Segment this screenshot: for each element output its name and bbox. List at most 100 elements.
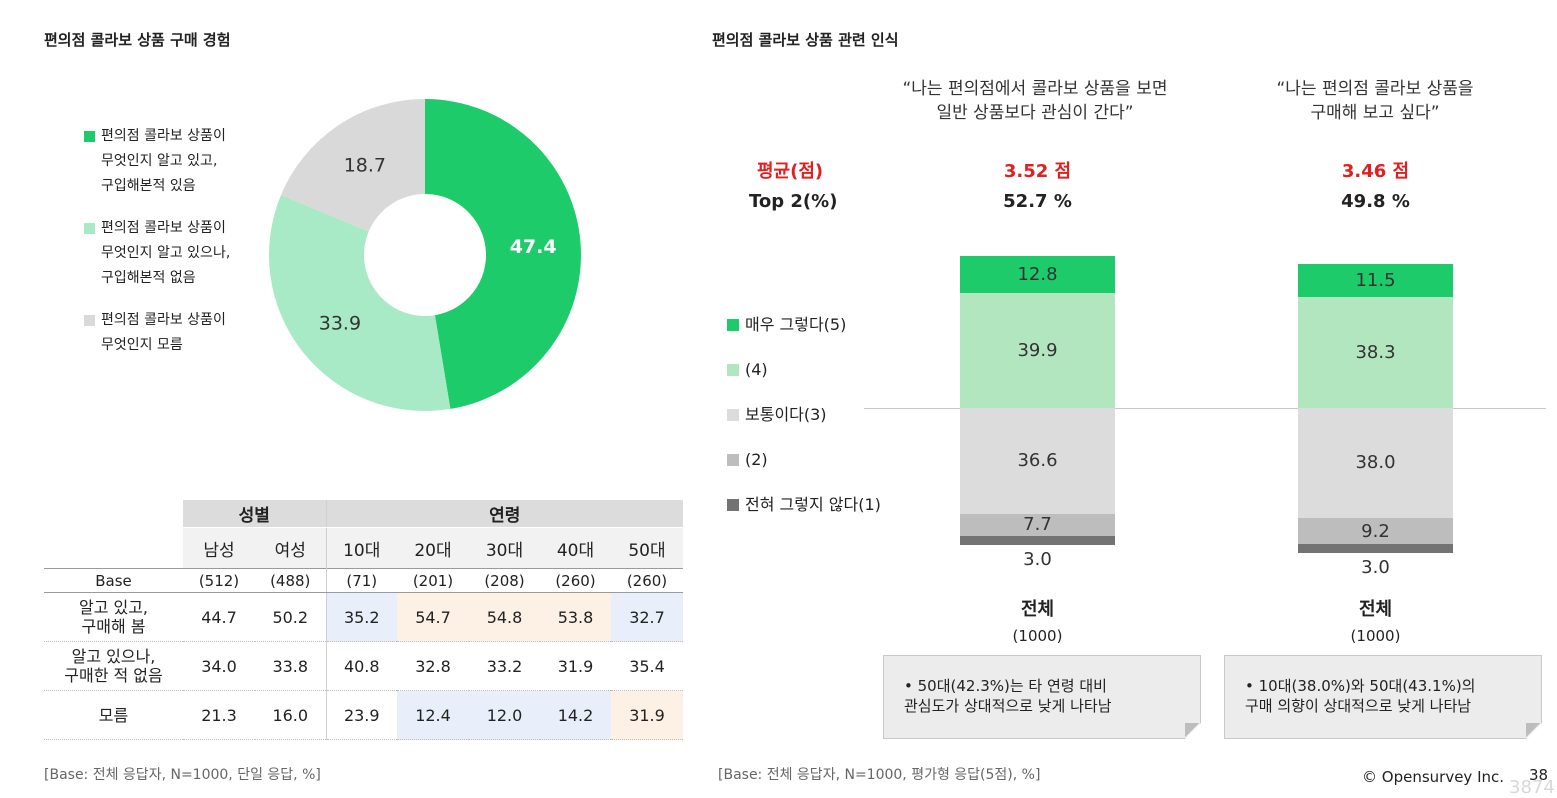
donut-legend-item: 편의점 콜라보 상품이 무엇인지 알고 있으나, 구입해본적 없음 <box>84 216 264 291</box>
table-cell: 33.8 <box>255 641 326 691</box>
top2-value-1: 52.7 % <box>1003 191 1072 212</box>
row-label: 모름 <box>44 690 183 740</box>
legend-swatch <box>727 499 739 511</box>
right-base-note: [Base: 전체 응답자, N=1000, 평가형 응답(5점), %] <box>718 767 1041 783</box>
insight-box-1: • 50대(42.3%)는 타 연령 대비 관심도가 상대적으로 낮게 나타남 <box>883 655 1201 739</box>
bar-segment <box>1298 544 1453 554</box>
insight-text-2: • 10대(38.0%)와 50대(43.1%)의 구매 의향이 상대적으로 낮… <box>1245 677 1476 715</box>
base-row: Base (512) (488) (71) (201) (208) (260) … <box>44 568 683 593</box>
group-n-1: (1000) <box>1012 627 1063 645</box>
legend-swatch <box>84 131 95 142</box>
column-header-row: 남성 여성 10대 20대 30대 40대 50대 <box>44 527 683 569</box>
donut-legend: 편의점 콜라보 상품이 무엇인지 알고 있고, 구입해본적 있음 편의점 콜라보… <box>84 124 264 358</box>
bar-segment: 38.0 <box>1298 408 1453 518</box>
left-base-note: [Base: 전체 응답자, N=1000, 단일 응답, %] <box>44 767 321 783</box>
donut-chart: 47.4 33.9 18.7 <box>269 99 581 411</box>
donut-slice <box>281 99 425 232</box>
donut-slice-label: 33.9 <box>319 312 361 334</box>
bar-segment: 36.6 <box>960 408 1115 514</box>
top2-value-2: 49.8 % <box>1341 191 1410 212</box>
group-n-2: (1000) <box>1350 627 1401 645</box>
left-section-title: 편의점 콜라보 상품 구매 경험 <box>44 31 231 49</box>
table-cell: 35.2 <box>325 592 397 642</box>
column-header: 30대 <box>469 527 540 569</box>
legend-swatch <box>84 223 95 234</box>
insight-text-1: • 50대(42.3%)는 타 연령 대비 관심도가 상대적으로 낮게 나타남 <box>904 677 1112 715</box>
donut-legend-label: 편의점 콜라보 상품이 무엇인지 알고 있으나, 구입해본적 없음 <box>101 220 231 286</box>
bar-segment: 38.3 <box>1298 297 1453 408</box>
bar-legend: 매우 그렇다(5) (4) 보통이다(3) (2) 전혀 그렇지 않다(1) <box>727 312 907 517</box>
bar-segment: 11.5 <box>1298 264 1453 298</box>
column-header: 20대 <box>397 527 469 569</box>
avg-value-2: 3.46 점 <box>1341 161 1410 182</box>
base-cell: (260) <box>540 568 611 593</box>
page-number: 38 <box>1529 766 1549 784</box>
bar-legend-item: 보통이다(3) <box>727 402 907 427</box>
group-header-gender: 성별 <box>183 500 326 528</box>
bar-legend-item: 전혀 그렇지 않다(1) <box>727 492 907 517</box>
column-header: 10대 <box>325 527 397 569</box>
column-header: 50대 <box>611 527 683 569</box>
page-fold-shadow-icon <box>1185 723 1199 737</box>
table-cell: 35.4 <box>611 641 683 691</box>
bar-segment: 39.9 <box>960 292 1115 408</box>
table-cell: 21.3 <box>183 690 255 740</box>
table-cell: 32.8 <box>397 641 469 691</box>
bar-segment <box>960 536 1115 545</box>
donut-slice <box>425 99 581 409</box>
legend-swatch <box>727 409 739 421</box>
bar-legend-item: 매우 그렇다(5) <box>727 312 907 337</box>
table-cell: 53.8 <box>540 592 611 642</box>
row-label: 알고 있고, 구매해 봄 <box>44 592 183 642</box>
bar-legend-label: 매우 그렇다(5) <box>745 315 847 334</box>
base-cell: (488) <box>255 568 326 593</box>
legend-swatch <box>84 315 95 326</box>
base-cell: (71) <box>325 568 397 593</box>
table-cell: 12.4 <box>397 690 469 740</box>
table-cell: 14.2 <box>540 690 611 740</box>
insight-box-2: • 10대(38.0%)와 50대(43.1%)의 구매 의향이 상대적으로 낮… <box>1224 655 1542 739</box>
bar-legend-label: 전혀 그렇지 않다(1) <box>745 495 881 514</box>
bar-segment-label: 3.0 <box>1361 557 1390 579</box>
bar-legend-label: (2) <box>745 450 768 469</box>
table-cell: 31.9 <box>540 641 611 691</box>
base-cell: (512) <box>183 568 255 593</box>
table-row: 모름 21.3 16.0 23.9 12.4 12.0 14.2 31.9 <box>44 690 683 740</box>
donut-legend-item: 편의점 콜라보 상품이 무엇인지 알고 있고, 구입해본적 있음 <box>84 124 264 199</box>
legend-swatch <box>727 454 739 466</box>
avg-value-1: 3.52 점 <box>1003 161 1072 182</box>
donut-legend-label: 편의점 콜라보 상품이 무엇인지 알고 있고, 구입해본적 있음 <box>101 128 226 194</box>
donut-legend-item: 편의점 콜라보 상품이 무엇인지 모름 <box>84 308 264 358</box>
avg-label: 평균(점) <box>757 161 824 182</box>
corner-cell <box>44 500 183 569</box>
column-header: 남성 <box>183 527 255 569</box>
legend-swatch <box>727 364 739 376</box>
table-cell: 54.7 <box>397 592 469 642</box>
page-fold-shadow-icon <box>1526 723 1540 737</box>
table-row: 알고 있으나, 구매한 적 없음 34.0 33.8 40.8 32.8 33.… <box>44 641 683 691</box>
right-section-title: 편의점 콜라보 상품 관련 인식 <box>712 31 899 49</box>
table-cell: 23.9 <box>325 690 397 740</box>
bar-legend-item: (4) <box>727 357 907 382</box>
top2-label: Top 2(%) <box>749 191 838 212</box>
group-header-age: 연령 <box>325 500 683 528</box>
question-1: “나는 편의점에서 콜라보 상품을 보면 일반 상품보다 관심이 간다” <box>902 79 1168 123</box>
base-cell: (208) <box>469 568 540 593</box>
group-label-1: 전체 <box>1020 599 1055 620</box>
table-cell: 54.8 <box>469 592 540 642</box>
copyright: © Opensurvey Inc. <box>1362 768 1505 786</box>
table-row: 알고 있고, 구매해 봄 44.7 50.2 35.2 54.7 54.8 53… <box>44 592 683 642</box>
bar-segment: 12.8 <box>960 255 1115 293</box>
donut-slice <box>269 194 451 411</box>
base-cell: (201) <box>397 568 469 593</box>
table-cell: 16.0 <box>255 690 326 740</box>
donut-slice-label: 18.7 <box>344 155 386 177</box>
group-label-2: 전체 <box>1358 599 1393 620</box>
bar-legend-item: (2) <box>727 447 907 472</box>
neutral-midline <box>864 408 1546 409</box>
table-cell: 40.8 <box>325 641 397 691</box>
base-label: Base <box>44 568 183 593</box>
base-cell: (260) <box>611 568 683 593</box>
table-cell: 31.9 <box>611 690 683 740</box>
crosstab-table: 성별 연령 남성 여성 10대 20대 30대 40대 50대 Base (51… <box>44 500 683 740</box>
